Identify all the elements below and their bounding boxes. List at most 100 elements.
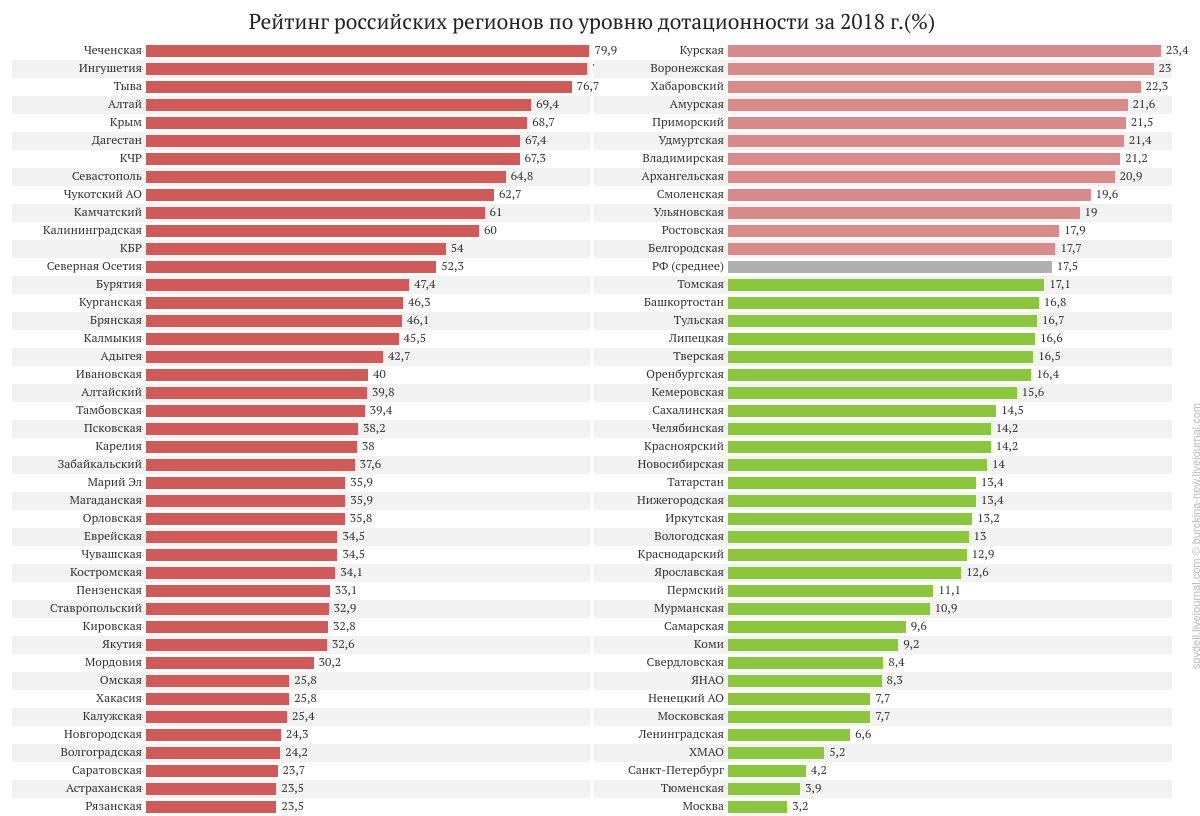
bar-area: 23,5: [146, 780, 590, 798]
region-label: Чувашская: [12, 549, 146, 561]
region-label: Магаданская: [12, 495, 146, 507]
bar-value: 17,7: [1055, 240, 1081, 258]
bar-area: 38: [146, 438, 590, 456]
chart-row: Новосибирская14: [594, 456, 1172, 474]
bar-area: 67,3: [146, 150, 590, 168]
region-label: Тульская: [594, 315, 728, 327]
chart-row: Свердловская8,4: [594, 654, 1172, 672]
bar: [728, 477, 976, 489]
region-label: Челябинская: [594, 423, 728, 435]
region-label: КЧР: [12, 153, 146, 165]
bar-value: 32,8: [328, 618, 356, 636]
bar-area: 16,5: [728, 348, 1172, 366]
region-label: Коми: [594, 639, 728, 651]
bar: [146, 315, 402, 327]
region-label: Алтайский: [12, 387, 146, 399]
bar-area: 24,3: [146, 726, 590, 744]
region-label: Краснодарский: [594, 549, 728, 561]
bar: [146, 405, 365, 417]
region-label: Вологодская: [594, 531, 728, 543]
chart-row: Северная Осетия52,3: [12, 258, 590, 276]
region-label: Ставропольский: [12, 603, 146, 615]
bar: [728, 531, 969, 543]
bar-area: 35,9: [146, 492, 590, 510]
bar: [728, 333, 1035, 345]
chart-row: Удмуртская21,4: [594, 132, 1172, 150]
bar-value: 13: [969, 528, 987, 546]
bar-value: 16,8: [1039, 294, 1067, 312]
bar: [728, 603, 930, 615]
bar-value: 45,5: [399, 330, 427, 348]
region-label: ХМАО: [594, 747, 728, 759]
region-label: Белгородская: [594, 243, 728, 255]
bar-area: 12,9: [728, 546, 1172, 564]
bar: [728, 45, 1161, 57]
bar-area: 42,7: [146, 348, 590, 366]
region-label: Пензенская: [12, 585, 146, 597]
bar-area: 38,2: [146, 420, 590, 438]
region-label: Приморский: [594, 117, 728, 129]
bar-value: 69,4: [531, 96, 559, 114]
bar-area: 30,2: [146, 654, 590, 672]
bar-area: 69,4: [146, 96, 590, 114]
bar: [728, 747, 824, 759]
bar-area: 11,1: [728, 582, 1172, 600]
bar-area: 46,1: [146, 312, 590, 330]
bar-value: 19,6: [1091, 186, 1119, 204]
region-label: Карелия: [12, 441, 146, 453]
bar: [728, 279, 1044, 291]
bar-area: 39,4: [146, 402, 590, 420]
region-label: Чеченская: [12, 45, 146, 57]
bar-area: 35,9: [146, 474, 590, 492]
region-label: Тамбовская: [12, 405, 146, 417]
bar-area: 10,9: [728, 600, 1172, 618]
bar-area: 8,3: [728, 672, 1172, 690]
bar-value: 30,2: [314, 654, 342, 672]
chart-row: Чеченская79,9: [12, 42, 590, 60]
region-label: Забайкальский: [12, 459, 146, 471]
chart-row: Адыгея42,7: [12, 348, 590, 366]
bar: [146, 261, 436, 273]
bar-value: 67,4: [520, 132, 546, 150]
chart-row: Псковская38,2: [12, 420, 590, 438]
chart-row: Ростовская17,9: [594, 222, 1172, 240]
bar-value: 13,4: [976, 492, 1004, 510]
region-label: Астраханская: [12, 783, 146, 795]
chart-row: РФ (среднее)17,5: [594, 258, 1172, 276]
chart-row: Ингушетия79,5: [12, 60, 590, 78]
bar-area: 25,8: [146, 690, 590, 708]
chart-row: Амурская21,6: [594, 96, 1172, 114]
region-label: КБР: [12, 243, 146, 255]
bar-area: 16,4: [728, 366, 1172, 384]
region-label: Саратовская: [12, 765, 146, 777]
bar-value: 32,9: [329, 600, 357, 618]
region-label: РФ (среднее): [594, 261, 728, 273]
bar-value: 64,8: [506, 168, 534, 186]
bar-value: 39,4: [365, 402, 393, 420]
chart-row: Алтайский 39,8: [12, 384, 590, 402]
chart-row: Мордовия30,2: [12, 654, 590, 672]
region-label: Дагестан: [12, 135, 146, 147]
bar: [146, 351, 383, 363]
chart-row: Татарстан13,4: [594, 474, 1172, 492]
region-label: Нижегородская: [594, 495, 728, 507]
chart-row: Московская7,7: [594, 708, 1172, 726]
bar-value: 11,1: [933, 582, 961, 600]
bar-area: 40: [146, 366, 590, 384]
bar-value: 20,9: [1115, 168, 1143, 186]
bar-area: 3,9: [728, 780, 1172, 798]
chart-row: Чукотский АО62,7: [12, 186, 590, 204]
chart-row: Камчатский61: [12, 204, 590, 222]
bar-value: 38: [357, 438, 375, 456]
chart-row: Калмыкия45,5: [12, 330, 590, 348]
bar-value: 17,9: [1059, 222, 1085, 240]
region-label: Ненецкий АО: [594, 693, 728, 705]
bar-area: 9,6: [728, 618, 1172, 636]
bar-area: 17,7: [728, 240, 1172, 258]
bar-value: 35,8: [345, 510, 373, 528]
chart-left-column: Чеченская79,9Ингушетия79,5Тыва76,7Алтай6…: [12, 42, 590, 816]
bar-value: 39,8: [367, 384, 395, 402]
chart-row: ЯНАО8,3: [594, 672, 1172, 690]
bar: [728, 189, 1091, 201]
bar: [728, 351, 1033, 363]
